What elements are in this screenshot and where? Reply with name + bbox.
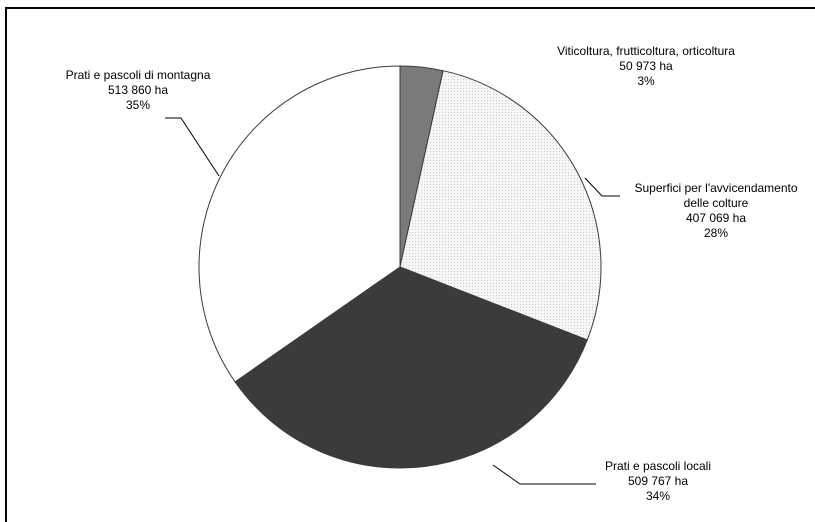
slice-label-viticoltura: Viticoltura, frutticoltura, orticoltura … <box>557 44 735 88</box>
slice-label-prati-locali-line-1: Prati e pascoli locali <box>605 459 711 473</box>
pie-slice-prati-locali <box>234 266 588 469</box>
slice-label-superfici-line-4: 28% <box>704 226 728 240</box>
frame-border-left <box>5 7 7 522</box>
leader-lines <box>165 117 620 485</box>
slice-label-viticoltura-line-1: Viticoltura, frutticoltura, orticoltura <box>557 44 735 58</box>
leader-line-prati-montagna <box>165 117 220 177</box>
pie-slice-superfici <box>399 70 602 341</box>
pie-slice-prati-montagna <box>198 65 401 383</box>
pie-slices <box>198 65 602 469</box>
slice-label-viticoltura-line-3: 3% <box>637 74 655 88</box>
slice-label-prati-montagna: Prati e pascoli di montagna 513 860 ha 3… <box>66 68 211 112</box>
frame-border-top <box>6 7 815 9</box>
slice-label-prati-locali-line-3: 34% <box>646 489 670 503</box>
slice-label-prati-montagna-line-2: 513 860 ha <box>108 83 168 97</box>
slice-label-superfici-line-2: delle colture <box>684 196 749 210</box>
slice-label-superfici: Superfici per l'avvicendamento delle col… <box>634 181 797 240</box>
slice-label-superfici-line-1: Superfici per l'avvicendamento <box>634 181 797 195</box>
slice-label-prati-montagna-line-3: 35% <box>126 98 150 112</box>
slice-label-prati-locali-line-2: 509 767 ha <box>628 474 688 488</box>
leader-line-superfici <box>584 177 620 197</box>
leader-line-prati-locali <box>492 464 596 485</box>
slice-label-prati-montagna-line-1: Prati e pascoli di montagna <box>66 68 211 82</box>
slice-label-superfici-line-3: 407 069 ha <box>686 211 746 225</box>
slice-label-viticoltura-line-2: 50 973 ha <box>619 59 673 73</box>
slice-label-prati-locali: Prati e pascoli locali 509 767 ha 34% <box>605 459 711 503</box>
